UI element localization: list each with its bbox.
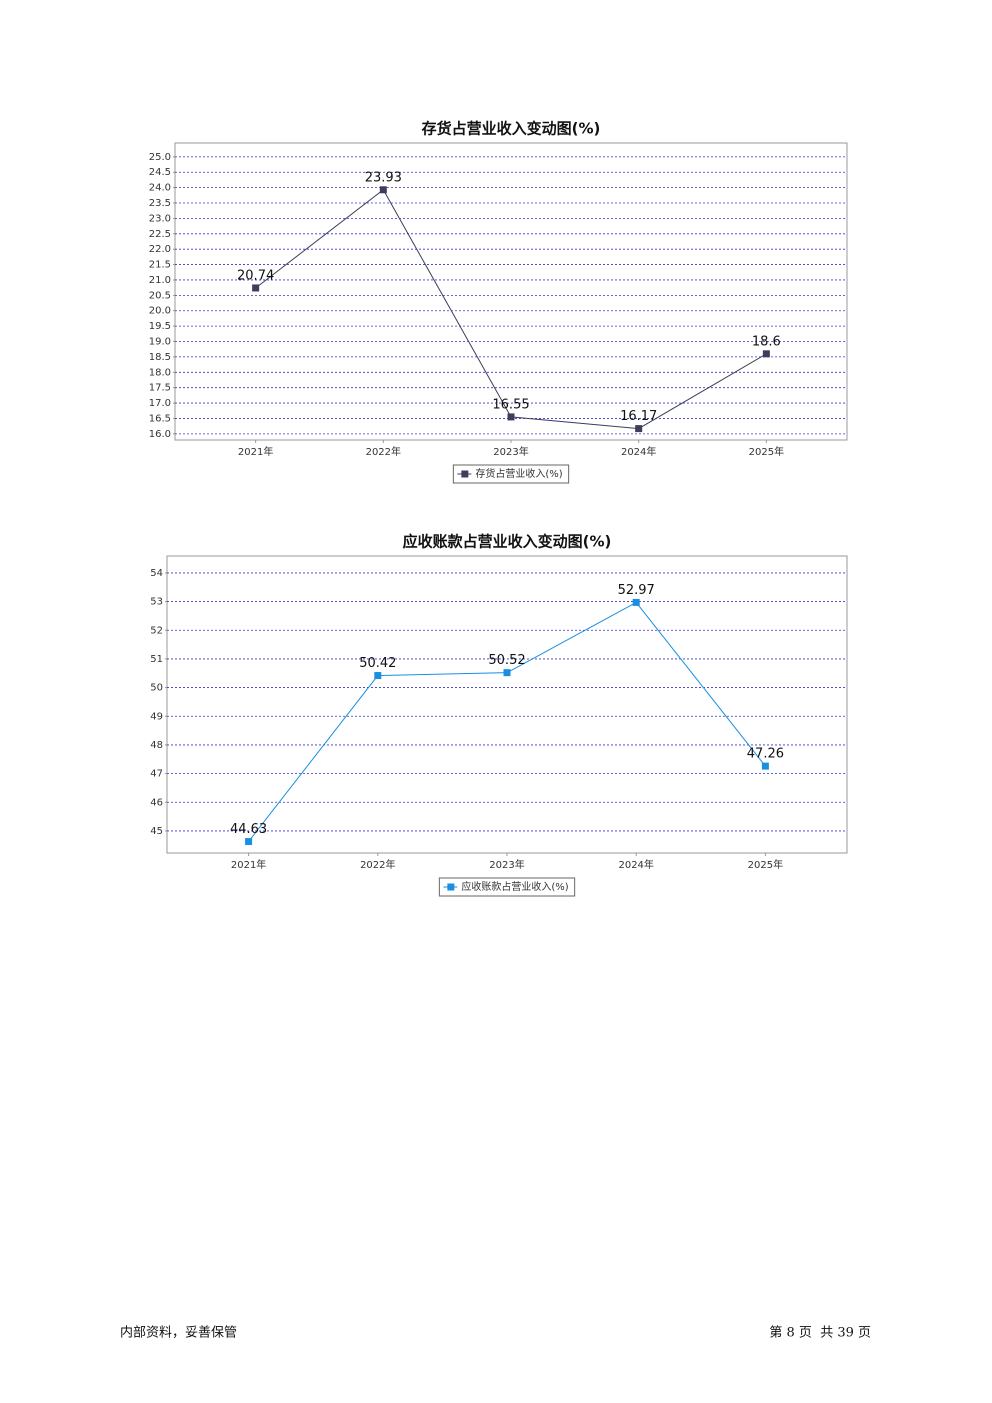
y-tick-label: 25.0 — [149, 152, 171, 163]
y-tick-label: 20.5 — [149, 290, 171, 301]
y-tick-label: 48 — [150, 740, 163, 751]
point-marker — [379, 186, 387, 194]
y-tick-label: 22.0 — [149, 244, 171, 255]
data-label: 50.52 — [488, 653, 525, 668]
x-tick-label: 2025年 — [748, 858, 783, 871]
y-tick-label: 17.5 — [149, 383, 171, 394]
y-tick-label: 50 — [150, 683, 163, 694]
y-tick-label: 16.5 — [149, 413, 171, 424]
legend-box — [438, 877, 576, 897]
y-tick-label: 23.0 — [149, 213, 171, 224]
y-tick-label: 19.0 — [149, 337, 171, 348]
legend-marker — [461, 470, 469, 478]
data-label: 18.6 — [752, 334, 781, 349]
data-label: 20.74 — [237, 268, 274, 283]
data-label: 52.97 — [618, 583, 655, 598]
point-marker — [374, 672, 382, 680]
y-tick-label: 53 — [150, 597, 163, 608]
data-label: 44.63 — [230, 822, 267, 837]
data-label: 16.17 — [620, 409, 657, 424]
y-tick-label: 21.5 — [149, 260, 171, 271]
y-tick-label: 18.0 — [149, 367, 171, 378]
y-tick-label: 22.5 — [149, 229, 171, 240]
footer-right: 第 8 页 共 39 页 — [769, 1326, 871, 1341]
x-tick-label: 2023年 — [489, 858, 524, 871]
y-tick-label: 18.5 — [149, 352, 171, 363]
y-tick-label: 46 — [150, 797, 163, 808]
y-tick-label: 45 — [150, 826, 163, 837]
point-marker — [507, 413, 515, 421]
data-label: 23.93 — [365, 170, 402, 185]
x-tick-label: 2025年 — [749, 445, 784, 458]
x-tick-label: 2022年 — [366, 445, 401, 458]
y-tick-label: 21.0 — [149, 275, 171, 286]
x-tick-label: 2024年 — [618, 858, 653, 871]
point-marker — [632, 598, 640, 606]
point-marker — [761, 762, 769, 770]
legend-label: 存货占营业收入(%) — [475, 467, 562, 480]
y-tick-label: 49 — [150, 711, 163, 722]
y-tick-label: 23.5 — [149, 198, 171, 209]
y-tick-label: 52 — [150, 625, 163, 636]
x-tick-label: 2024年 — [621, 445, 656, 458]
data-label: 50.42 — [359, 656, 396, 671]
point-marker — [635, 425, 643, 433]
plot-area — [166, 555, 848, 854]
y-tick-label: 24.5 — [149, 167, 171, 178]
x-tick-label: 2022年 — [360, 858, 395, 871]
y-tick-label: 20.0 — [149, 306, 171, 317]
point-marker — [503, 669, 511, 677]
y-tick-label: 51 — [150, 654, 163, 665]
x-tick-label: 2021年 — [238, 445, 273, 458]
legend-box — [452, 464, 570, 484]
footer-left: 内部资料，妥善保管 — [120, 1325, 237, 1341]
point-marker — [762, 350, 770, 358]
data-label: 16.55 — [492, 397, 529, 412]
chart-title: 存货占营业收入变动图(%) — [422, 120, 601, 138]
y-tick-label: 19.5 — [149, 321, 171, 332]
plot-area — [174, 142, 848, 441]
y-tick-label: 17.0 — [149, 398, 171, 409]
x-tick-label: 2023年 — [493, 445, 528, 458]
y-tick-label: 16.0 — [149, 429, 171, 440]
y-tick-label: 47 — [150, 769, 163, 780]
y-tick-label: 24.0 — [149, 183, 171, 194]
point-marker — [245, 838, 253, 846]
chart: 应收账款占营业收入变动图(%) 45 46 47 48 49 50 51 52 53 54 2021年… — [150, 533, 848, 897]
legend: 存货占营业收入(%) — [452, 464, 570, 484]
legend-label: 应收账款占营业收入(%) — [461, 880, 568, 893]
legend-marker — [447, 883, 455, 891]
chart-title: 应收账款占营业收入变动图(%) — [403, 533, 612, 551]
legend: 应收账款占营业收入(%) — [438, 877, 576, 897]
chart: 存货占营业收入变动图(%) 16.0 16.5 17.0 17.5 18.0 18.5 19.… — [149, 120, 848, 484]
x-tick-label: 2021年 — [231, 858, 266, 871]
y-tick-label: 54 — [150, 568, 163, 579]
data-label: 47.26 — [747, 747, 784, 762]
point-marker — [252, 284, 260, 292]
